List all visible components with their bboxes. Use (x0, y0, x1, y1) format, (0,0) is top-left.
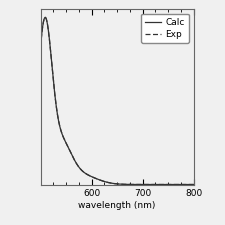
Calc (66, 145, 69, 148)
Exp (44, 16, 47, 19)
Line: Calc: Calc (40, 17, 194, 184)
Calc (192, 183, 195, 186)
Calc (67, 146, 70, 149)
Calc (83, 171, 86, 174)
Exp (67, 146, 70, 149)
Calc (44, 16, 46, 19)
Calc (121, 183, 123, 186)
Calc (164, 183, 166, 186)
Calc (39, 45, 42, 48)
Exp (192, 183, 195, 186)
Calc (44, 16, 47, 19)
Legend: Calc, Exp: Calc, Exp (141, 14, 189, 43)
Exp (121, 183, 123, 186)
Exp (83, 171, 86, 174)
X-axis label: wavelength (nm): wavelength (nm) (78, 201, 156, 210)
Exp (39, 45, 42, 48)
Exp (164, 183, 166, 186)
Exp (44, 16, 46, 19)
Exp (66, 145, 69, 148)
Line: Exp: Exp (40, 17, 194, 184)
